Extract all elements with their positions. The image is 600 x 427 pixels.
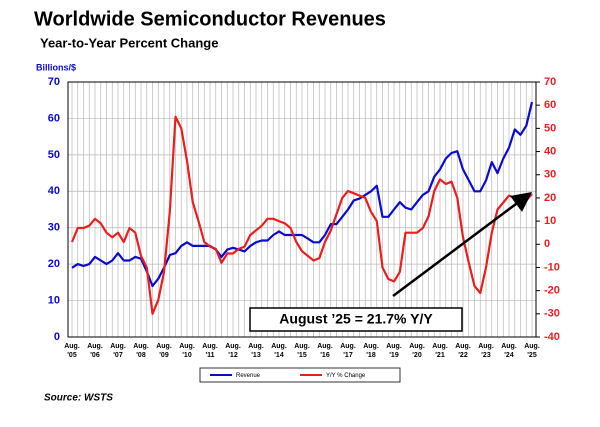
chart-title: Worldwide Semiconductor Revenues	[34, 8, 386, 30]
x-tick-label: '11	[205, 352, 214, 359]
legend-label: Y/Y % Change	[326, 373, 366, 379]
x-tick-label: Aug.	[386, 343, 402, 350]
y-tick-label: 0	[54, 331, 60, 343]
x-tick-label: '15	[297, 352, 307, 359]
y2-tick-label: 30	[544, 169, 556, 181]
x-tick-label: '22	[458, 352, 468, 359]
x-tick-label: '19	[389, 352, 399, 359]
y2-tick-label: -40	[544, 331, 560, 343]
y-tick-label: 70	[48, 76, 60, 88]
y-axis-label: Billions/$	[36, 62, 76, 72]
x-tick-label: Aug.	[363, 343, 379, 350]
x-tick-label: Aug.	[432, 343, 448, 350]
y-tick-label: 60	[48, 112, 60, 124]
plot-frame	[67, 81, 537, 338]
y2-tick-label: -10	[544, 261, 560, 273]
y-tick-label: 50	[48, 149, 60, 161]
x-tick-label: Aug.	[271, 343, 287, 350]
x-tick-label: Aug.	[248, 343, 264, 350]
x-tick-label: '18	[366, 352, 376, 359]
y-tick-label: 10	[48, 294, 60, 306]
y2-tick-label: 40	[544, 145, 556, 157]
x-tick-label: Aug.	[133, 343, 149, 350]
x-tick-label: '17	[343, 352, 353, 359]
x-tick-label: Aug.	[501, 343, 517, 350]
y-tick-label: 30	[48, 222, 60, 234]
x-tick-label: Aug.	[225, 343, 241, 350]
x-tick-label: Aug.	[202, 343, 218, 350]
y2-tick-label: -20	[544, 285, 560, 297]
y-tick-label: 20	[48, 258, 60, 270]
y2-tick-label: -30	[544, 308, 560, 320]
x-tick-label: '25	[527, 352, 537, 359]
x-tick-label: Aug.	[156, 343, 172, 350]
x-tick-label: '20	[412, 352, 422, 359]
x-tick-label: Aug.	[409, 343, 425, 350]
x-tick-label: Aug.	[110, 343, 126, 350]
x-tick-label: '09	[159, 352, 169, 359]
x-tick-label: '16	[320, 352, 330, 359]
legend-label: Revenue	[236, 373, 261, 379]
x-tick-label: Aug.	[478, 343, 494, 350]
x-tick-label: Aug.	[317, 343, 333, 350]
x-tick-label: '07	[113, 352, 123, 359]
y2-tick-label: 20	[544, 192, 556, 204]
y2-tick-label: 70	[544, 76, 556, 88]
annotation-arrow	[392, 192, 533, 298]
source-note: Source: WSTS	[44, 393, 113, 404]
annotation-box	[249, 307, 463, 332]
x-tick-label: '08	[136, 352, 146, 359]
x-tick-label: Aug.	[524, 343, 540, 350]
y2-tick-label: 60	[544, 99, 556, 111]
x-tick-label: '24	[504, 352, 514, 359]
annotation-text: August ’25 = 21.7% Y/Y	[279, 311, 433, 327]
x-tick-label: '10	[182, 352, 192, 359]
x-tick-label: Aug.	[294, 343, 310, 350]
x-tick-label: '12	[228, 352, 238, 359]
x-tick-label: Aug.	[64, 343, 80, 350]
y2-tick-label: 10	[544, 215, 556, 227]
x-tick-label: Aug.	[179, 343, 195, 350]
x-tick-label: '21	[435, 352, 445, 359]
series-line	[70, 115, 533, 315]
x-tick-label: '23	[481, 352, 491, 359]
x-tick-label: Aug.	[455, 343, 471, 350]
x-tick-label: '06	[90, 352, 100, 359]
x-tick-label: '13	[251, 352, 261, 359]
x-tick-label: '05	[67, 352, 77, 359]
x-tick-label: Aug.	[87, 343, 103, 350]
y2-tick-label: 0	[544, 238, 550, 250]
y-tick-label: 40	[48, 185, 60, 197]
y2-tick-label: 50	[544, 122, 556, 134]
chart-subtitle: Year-to-Year Percent Change	[40, 35, 218, 50]
x-tick-label: Aug.	[340, 343, 356, 350]
x-tick-label: '14	[274, 352, 284, 359]
